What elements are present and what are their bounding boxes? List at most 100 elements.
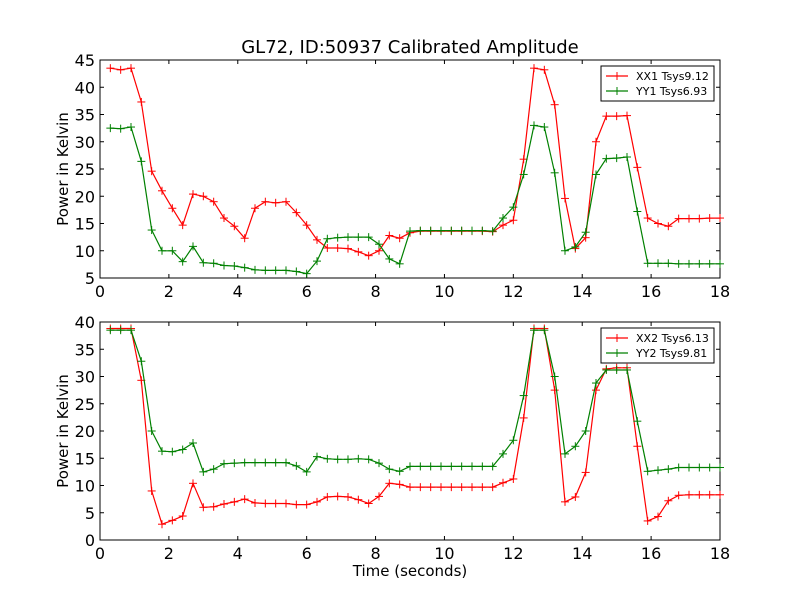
data-point [251,265,259,274]
data-point [664,259,673,268]
data-point [426,483,435,492]
data-point [705,463,714,472]
data-point [437,483,445,492]
data-point [364,233,373,242]
data-point [416,462,425,471]
data-point [447,483,456,492]
data-point [416,226,425,235]
data-point [168,204,177,213]
data-point [530,64,538,73]
data-point [220,500,228,509]
data-point [664,496,673,505]
data-point [540,123,549,132]
data-point [488,227,497,236]
data-point [271,266,280,275]
x-tick-label: 12 [503,544,523,563]
x-tick-label: 6 [302,282,312,301]
data-point [344,233,352,242]
data-point [633,207,642,216]
data-point [323,492,332,501]
data-point [416,483,425,492]
y-tick-label: 5 [85,504,95,523]
x-tick-label: 0 [95,544,105,563]
data-point [550,168,559,177]
data-point [561,449,569,458]
x-tick-label: 4 [233,282,243,301]
data-point [261,197,270,206]
chart-title: GL72, ID:50937 Calibrated Amplitude [241,37,579,58]
data-point [499,478,507,487]
data-point [282,458,290,467]
data-point [168,516,177,525]
data-point [571,442,580,451]
data-point [633,417,642,426]
data-point [137,357,146,366]
data-point [199,192,208,201]
x-tick-label: 8 [370,282,380,301]
data-point [240,263,249,272]
data-point [468,226,476,235]
data-point [488,483,497,492]
x-tick-label: 14 [572,544,592,563]
data-point [261,499,270,508]
data-point [364,251,373,260]
data-point [654,219,662,228]
y-axis-label: Power in Kelvin [54,374,72,488]
data-point [509,203,518,212]
data-point [654,466,662,475]
x-axis-label: Time (seconds) [352,562,468,580]
data-point [654,512,662,521]
data-point [292,461,301,470]
data-point [261,266,270,275]
y-tick-label: 35 [75,106,95,125]
legend: XX2 Tsys6.13 YY2 Tsys9.81 [600,327,715,364]
data-point [426,226,435,235]
x-tick-label: 16 [641,544,661,563]
data-point [519,413,528,422]
data-point [530,326,538,335]
x-tick-label: 18 [710,282,730,301]
data-point [364,499,373,508]
data-point [116,326,125,335]
data-point [199,503,208,512]
data-point [168,447,177,456]
data-point [685,463,693,472]
y-tick-label: 45 [75,51,95,70]
data-point [333,233,342,242]
y-axis-label: Power in Kelvin [54,112,72,226]
data-point [137,97,146,106]
data-point [147,226,156,235]
data-point [540,326,549,335]
x-tick-label: 8 [370,544,380,563]
data-point [209,502,218,511]
data-point [178,445,187,454]
data-point [333,455,342,464]
y-tick-label: 20 [75,422,95,441]
data-point [716,259,724,268]
data-point [209,465,218,474]
x-tick-label: 18 [710,544,730,563]
data-point [106,326,115,335]
legend-label: XX1 Tsys9.12 [636,70,709,83]
y-tick-label: 30 [75,368,95,387]
data-point [602,154,611,163]
data-point [220,261,228,270]
data-point [685,490,693,499]
data-point [612,154,621,163]
y-tick-label: 40 [75,313,95,332]
legend-label: YY2 Tsys9.81 [635,347,707,360]
data-point [519,391,528,400]
data-point [695,259,704,268]
data-point [499,449,507,458]
data-point [344,455,352,464]
y-tick-label: 10 [75,242,95,261]
data-point [643,467,652,476]
data-point [685,214,693,223]
data-point [623,111,631,120]
data-point [147,486,156,495]
x-tick-label: 16 [641,282,661,301]
data-point [199,467,208,476]
data-point [447,462,456,471]
plot-2: 0 2 4 6 8 10 12 14 16 18 0 5 10 15 20 25 30 35 40 Power in … [54,313,730,563]
